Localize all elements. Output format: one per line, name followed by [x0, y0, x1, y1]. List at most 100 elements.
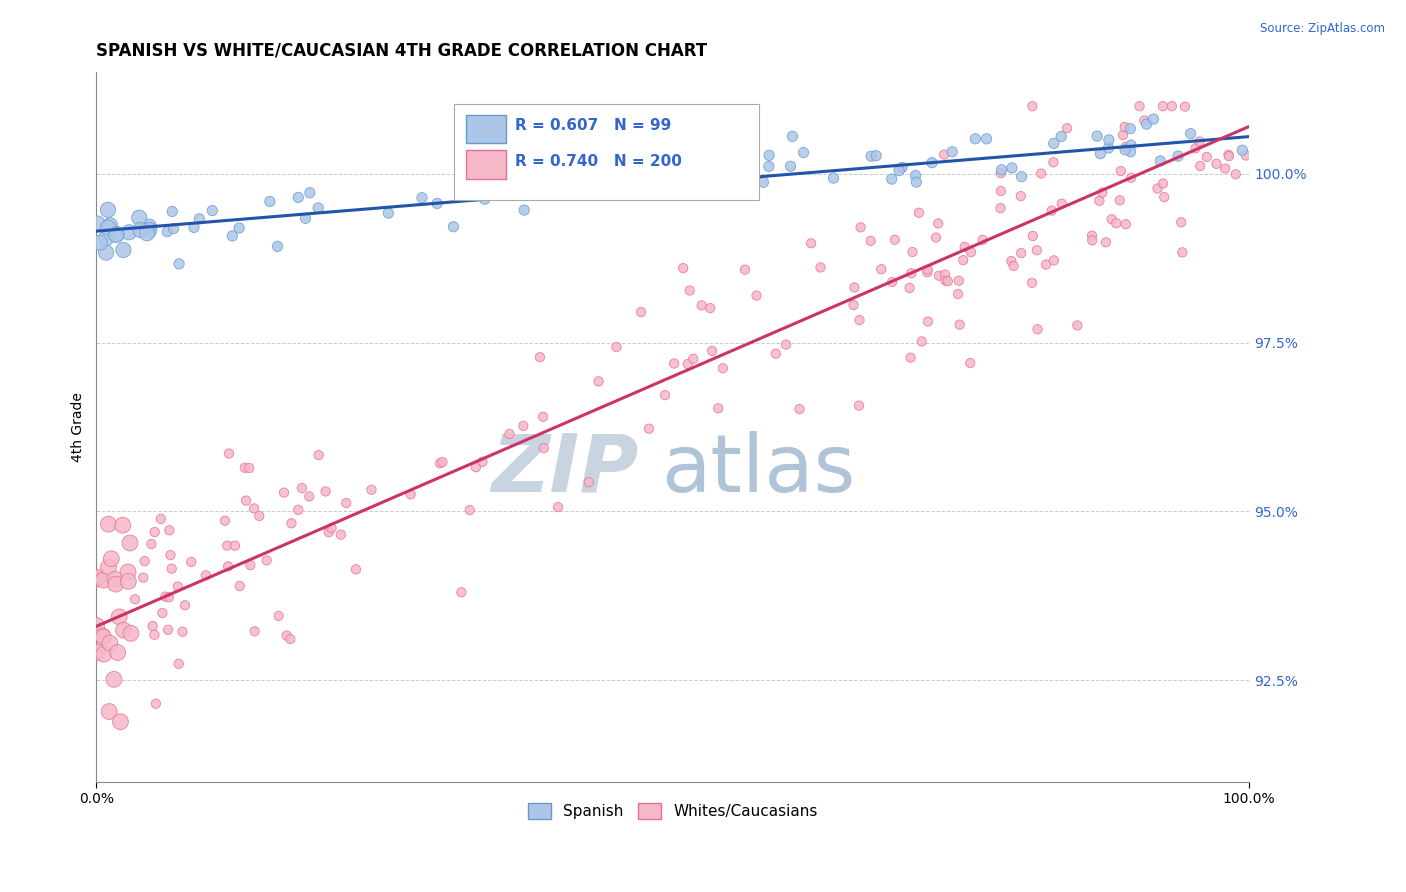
Point [243, 501, 266, 516]
Point [900, 351, 922, 365]
Point [1026, 322, 1049, 336]
Point [953, 240, 976, 254]
Point [134, 554, 156, 568]
Point [1205, 157, 1227, 171]
Point [1146, 181, 1168, 195]
Point [128, 211, 150, 225]
Point [280, 516, 302, 531]
Point [844, 280, 866, 294]
Point [217, 559, 239, 574]
Point [86, 618, 108, 632]
Point [990, 184, 1012, 198]
Point [1035, 258, 1057, 272]
Point [156, 225, 179, 239]
Point [1174, 100, 1197, 114]
Point [976, 132, 998, 146]
Point [157, 591, 180, 605]
Point [699, 301, 721, 315]
Point [848, 313, 870, 327]
Point [235, 493, 257, 508]
Point [174, 599, 197, 613]
Point [110, 714, 132, 729]
Point [941, 145, 963, 159]
Point [1105, 216, 1128, 230]
Point [318, 525, 340, 540]
Point [1170, 215, 1192, 229]
Point [1021, 99, 1043, 113]
Point [1119, 145, 1142, 159]
Point [1000, 254, 1022, 268]
Point [141, 537, 163, 551]
Point [118, 536, 141, 550]
Legend: Spanish, Whites/Caucasians: Spanish, Whites/Caucasians [522, 797, 824, 825]
Point [605, 340, 627, 354]
Point [335, 496, 357, 510]
Point [93, 630, 115, 644]
Point [1101, 212, 1123, 227]
Point [155, 590, 177, 604]
Point [792, 145, 814, 160]
Point [655, 187, 678, 202]
Point [531, 409, 554, 424]
Point [588, 375, 610, 389]
Point [990, 166, 1012, 180]
Point [150, 606, 173, 620]
Point [679, 284, 702, 298]
Point [1066, 318, 1088, 333]
Point [1108, 194, 1130, 208]
Point [464, 460, 486, 475]
Point [1050, 196, 1073, 211]
Point [1025, 244, 1047, 258]
Point [117, 565, 139, 579]
Point [662, 357, 685, 371]
Text: atlas: atlas [661, 431, 856, 508]
Point [98, 705, 121, 719]
Point [273, 485, 295, 500]
Point [700, 188, 723, 202]
Point [1149, 153, 1171, 168]
Point [1011, 169, 1033, 184]
Point [1010, 246, 1032, 260]
Point [132, 571, 155, 585]
Point [160, 562, 183, 576]
Point [429, 456, 451, 470]
Point [900, 266, 922, 280]
Point [217, 539, 239, 553]
Point [946, 287, 969, 301]
Point [1085, 129, 1108, 144]
Point [1188, 135, 1211, 149]
Point [1152, 177, 1174, 191]
Point [108, 610, 131, 624]
Point [638, 422, 661, 436]
Point [936, 274, 959, 288]
Point [97, 202, 120, 217]
Point [1114, 120, 1136, 134]
Point [823, 171, 845, 186]
Point [201, 203, 224, 218]
Point [630, 305, 652, 319]
Point [291, 481, 314, 495]
Point [1022, 229, 1045, 244]
Point [93, 647, 115, 661]
Point [1081, 228, 1104, 243]
Point [526, 183, 548, 197]
Point [1040, 203, 1063, 218]
Point [734, 262, 756, 277]
Point [238, 461, 260, 475]
Point [167, 657, 190, 671]
Point [89, 235, 111, 250]
Point [224, 539, 246, 553]
Point [91, 629, 114, 643]
Point [474, 192, 496, 206]
Point [1056, 121, 1078, 136]
Point [723, 158, 745, 172]
Point [928, 268, 950, 283]
Point [1171, 245, 1194, 260]
Point [159, 548, 181, 562]
Point [280, 632, 302, 646]
Point [267, 608, 290, 623]
Point [118, 225, 141, 239]
Point [218, 446, 240, 460]
Point [167, 257, 190, 271]
Point [104, 577, 127, 591]
